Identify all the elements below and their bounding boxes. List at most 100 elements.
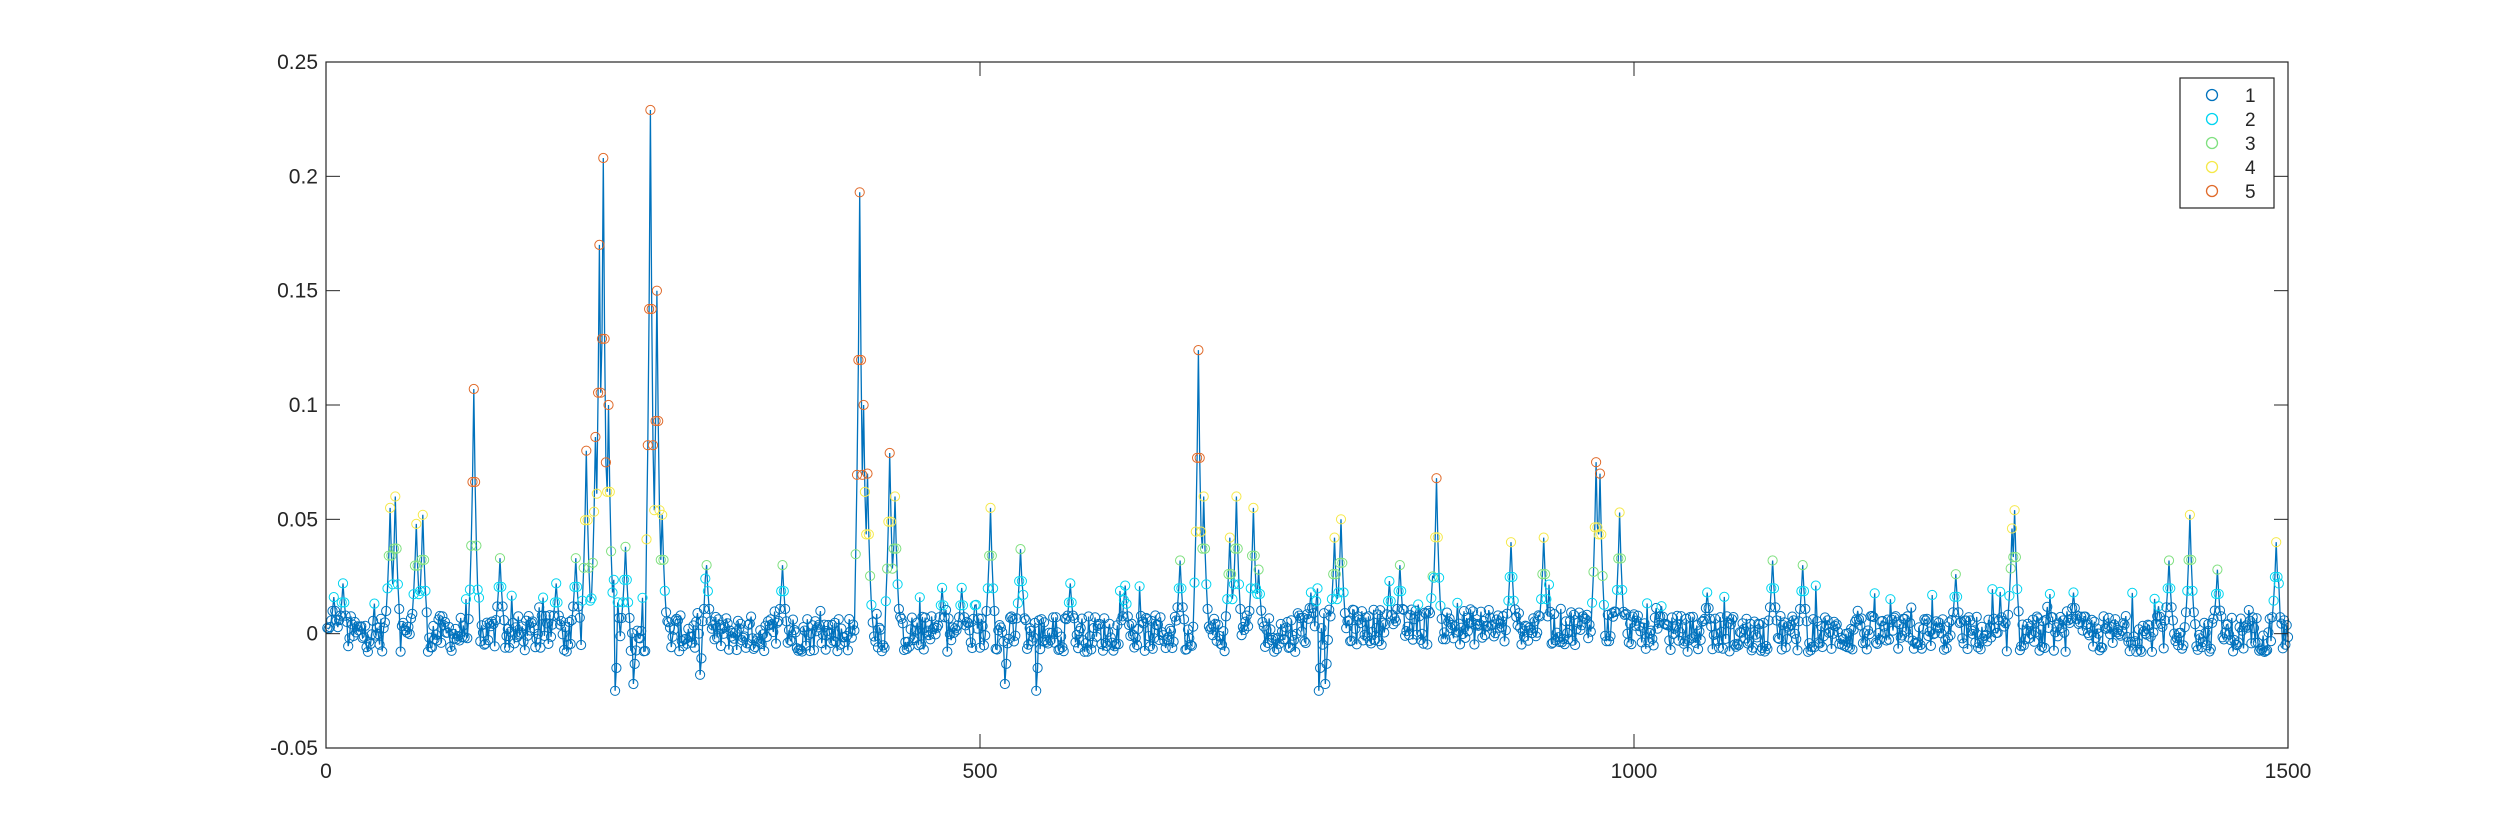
data-point	[351, 627, 362, 638]
data-point	[2256, 645, 2267, 656]
data-point	[379, 617, 390, 628]
data-point	[530, 642, 541, 653]
data-point	[1838, 634, 1849, 645]
data-point	[1028, 632, 1039, 643]
data-point	[480, 638, 491, 649]
data-point	[1303, 613, 1314, 624]
data-point	[821, 625, 833, 637]
data-point	[1281, 622, 1292, 633]
data-point	[1677, 623, 1688, 634]
data-point	[1332, 594, 1343, 605]
data-point	[891, 543, 902, 554]
data-point	[2107, 637, 2118, 649]
data-point	[1247, 550, 1258, 561]
data-point	[502, 624, 513, 635]
data-point	[1037, 636, 1048, 647]
data-point	[341, 616, 352, 628]
y-tick-label: -0.05	[270, 737, 318, 760]
data-point	[964, 625, 975, 636]
data-point	[2273, 578, 2284, 589]
data-point	[1062, 610, 1073, 621]
data-point	[1625, 618, 1636, 629]
data-point	[977, 621, 988, 632]
data-point	[2213, 588, 2224, 600]
data-point	[1227, 594, 1238, 605]
data-point	[2135, 644, 2146, 655]
data-point	[1350, 623, 1361, 634]
data-point	[1202, 603, 1213, 615]
data-point	[328, 592, 339, 603]
data-point	[1941, 643, 1952, 654]
data-point	[493, 581, 504, 593]
data-point	[1091, 631, 1102, 642]
data-point	[1031, 685, 1042, 696]
data-point	[522, 630, 533, 641]
data-point	[1366, 638, 1377, 649]
data-point	[339, 597, 350, 608]
data-point	[1067, 610, 1079, 621]
data-point	[701, 560, 712, 571]
data-point	[1066, 597, 1077, 608]
data-point	[1322, 634, 1334, 646]
data-point	[744, 618, 755, 629]
data-point	[704, 603, 715, 615]
data-point	[600, 457, 612, 468]
data-point	[412, 560, 423, 571]
data-point	[1503, 595, 1514, 606]
data-point	[1233, 579, 1245, 590]
data-point	[2093, 628, 2104, 639]
data-point	[1869, 588, 1880, 599]
data-point	[2281, 620, 2292, 631]
data-point	[858, 399, 869, 411]
data-point	[968, 613, 979, 625]
data-point	[526, 617, 537, 629]
data-point	[931, 622, 942, 633]
data-point	[1312, 583, 1323, 594]
data-point	[1198, 491, 1209, 502]
data-point	[1610, 606, 1621, 618]
data-point	[608, 574, 619, 585]
data-point	[1613, 553, 1624, 564]
data-point	[1105, 632, 1116, 643]
data-point	[886, 516, 897, 527]
data-point	[1035, 644, 1046, 655]
data-point	[2203, 619, 2214, 630]
data-point	[1468, 606, 1479, 617]
data-point	[675, 610, 686, 621]
data-point	[642, 440, 653, 451]
data-point	[2242, 622, 2253, 633]
data-point	[594, 239, 605, 250]
data-point	[1437, 634, 1449, 645]
data-point	[1326, 594, 1338, 605]
data-point	[619, 574, 630, 585]
data-point	[1962, 643, 1973, 655]
data-point	[1713, 642, 1725, 653]
y-tick-label: 0.05	[277, 508, 318, 531]
data-point	[1044, 627, 1055, 638]
data-point	[539, 630, 550, 642]
data-point	[1216, 639, 1228, 650]
data-point	[1927, 589, 1938, 601]
data-point	[806, 628, 817, 639]
data-point	[392, 579, 403, 590]
data-point	[645, 104, 656, 116]
data-point	[651, 285, 663, 296]
data-point	[646, 303, 657, 315]
data-point	[1444, 613, 1455, 624]
data-point	[1173, 583, 1184, 594]
data-point	[1954, 617, 1965, 629]
data-point	[2271, 537, 2282, 548]
data-point	[496, 581, 507, 593]
data-point	[1526, 628, 1538, 639]
data-point	[420, 585, 431, 597]
data-point	[566, 615, 578, 626]
data-point	[1184, 633, 1195, 644]
data-point	[804, 645, 816, 657]
data-point	[1070, 637, 1081, 648]
data-point	[1707, 644, 1718, 655]
data-point	[1218, 626, 1229, 637]
data-point	[517, 621, 528, 632]
data-point	[1993, 615, 2005, 626]
data-point	[337, 578, 349, 589]
data-point	[2268, 595, 2279, 606]
